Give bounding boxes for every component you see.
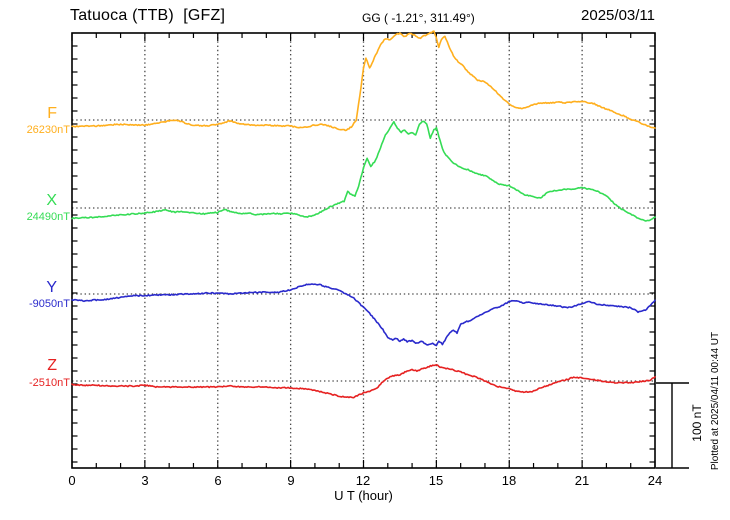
x-axis-label: U T (hour) xyxy=(334,488,393,503)
plotted-at-note: Plotted at 2025/04/11 00:44 UT xyxy=(710,331,721,471)
channel-label-y: Y xyxy=(46,279,57,296)
x-tick-label: 12 xyxy=(355,473,371,488)
plot-date: 2025/03/11 xyxy=(581,7,655,24)
x-tick-label: 0 xyxy=(68,473,76,488)
x-tick-label: 9 xyxy=(287,473,295,488)
geographic-coords: GG ( -1.21°, 311.49°) xyxy=(362,11,475,25)
x-tick-label: 3 xyxy=(141,473,149,488)
channel-baseline-y: -9050nT xyxy=(29,298,70,310)
channel-label-f: F xyxy=(47,105,57,122)
channel-baseline-x: 24490nT xyxy=(26,211,70,223)
scale-bar-label: 100 nT xyxy=(690,404,704,442)
channel-label-x: X xyxy=(46,192,57,209)
station-title: Tatuoca (TTB) [GFZ] xyxy=(70,7,226,24)
channel-baseline-z: -2510nT xyxy=(29,377,70,389)
channel-label-z: Z xyxy=(47,357,57,374)
x-tick-label: 15 xyxy=(428,473,444,488)
channel-baseline-f: 26230nT xyxy=(26,124,70,136)
x-tick-label: 24 xyxy=(647,473,663,488)
x-tick-label: 6 xyxy=(214,473,222,488)
x-tick-label: 18 xyxy=(501,473,517,488)
x-tick-label: 21 xyxy=(574,473,590,488)
